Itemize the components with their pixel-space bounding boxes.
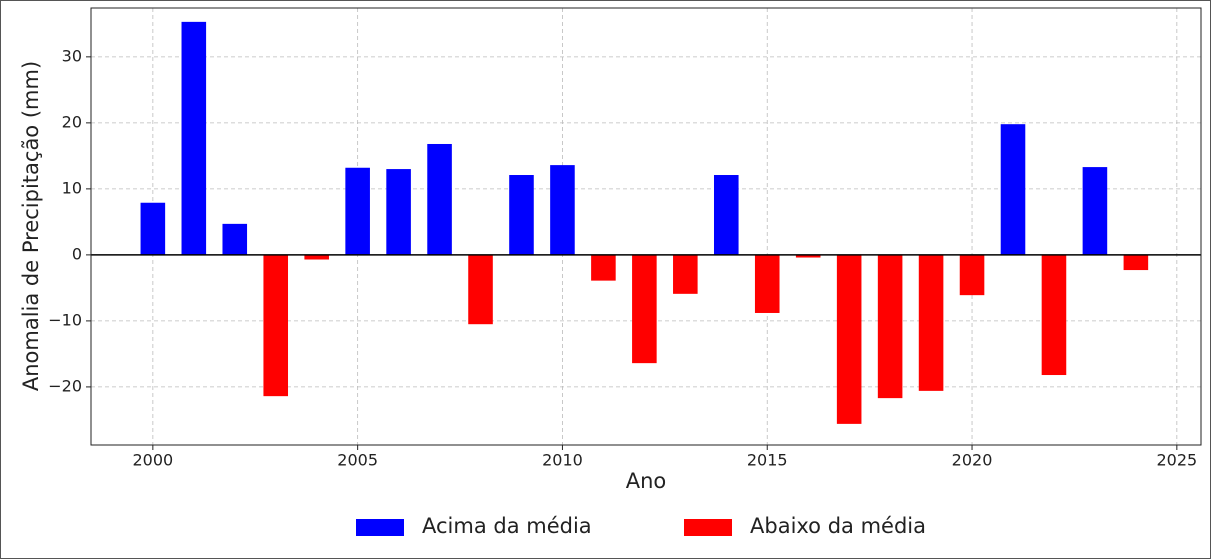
bar [795,254,821,258]
bar [181,21,207,255]
y-tick-label: 0 [72,244,82,263]
bar [263,254,289,397]
bar [1082,167,1108,255]
x-tick-label: 2020 [952,451,993,470]
bar [1123,254,1149,271]
bar [1000,124,1026,255]
bar [386,169,411,255]
x-tick-label: 2025 [1156,451,1197,470]
bar [509,175,534,255]
bar [140,202,166,255]
y-tick-label: −20 [48,376,82,395]
x-tick-label: 2000 [132,451,173,470]
bar [591,254,616,281]
bar [754,254,780,313]
bar [1041,254,1067,376]
legend-swatch [684,519,732,536]
bar [632,254,657,364]
bar [550,165,575,255]
x-tick-label: 2010 [542,451,583,470]
legend-label: Abaixo da média [750,514,926,538]
bar [959,254,985,296]
legend-swatch [356,519,404,536]
bar [345,167,370,255]
bar [304,254,329,260]
bar [713,175,739,255]
bar [877,254,903,399]
bar [468,254,493,325]
bar [222,223,248,255]
bar [427,143,452,255]
x-axis-label: Ano [626,469,667,493]
bar [673,254,698,294]
plot-frame [90,7,1202,446]
legend-label: Acima da média [422,514,592,538]
bar [836,254,862,424]
y-tick-label: 30 [62,46,82,65]
y-tick-label: −10 [48,310,82,329]
x-tick-label: 2005 [337,451,378,470]
y-tick-label: 10 [62,178,82,197]
y-axis-label: Anomalia de Precipitação (mm) [19,61,43,391]
bar [918,254,944,391]
y-tick-label: 20 [62,112,82,131]
x-tick-label: 2015 [747,451,788,470]
